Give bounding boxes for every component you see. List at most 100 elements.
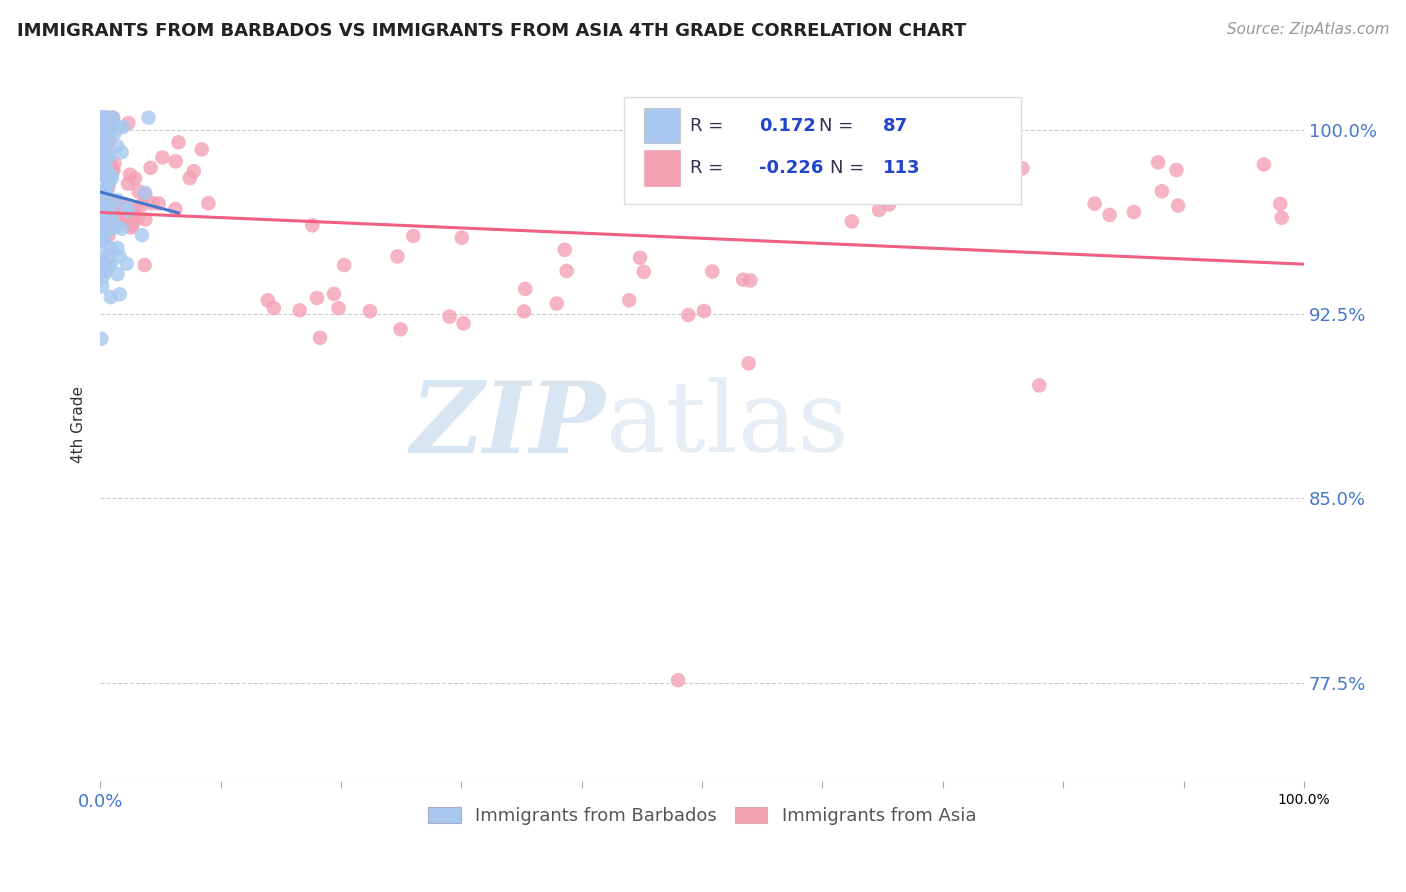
- Point: [693, 304, 716, 318]
- Point: [94, 146, 117, 161]
- Point: [1122, 205, 1144, 219]
- Point: [1084, 196, 1107, 211]
- Point: [97, 228, 120, 243]
- Point: [94, 265, 117, 279]
- Text: ZIP: ZIP: [411, 376, 606, 473]
- Point: [1166, 163, 1188, 178]
- Point: [90, 186, 112, 201]
- Point: [90, 218, 112, 232]
- Point: [515, 282, 537, 296]
- Point: [93, 220, 115, 235]
- Point: [387, 249, 409, 263]
- Point: [138, 111, 160, 125]
- Point: [912, 183, 935, 197]
- Point: [91, 111, 114, 125]
- Point: [120, 220, 142, 235]
- Point: [90, 193, 112, 207]
- Point: [91, 111, 114, 125]
- Point: [737, 356, 759, 370]
- Point: [100, 169, 122, 183]
- Point: [328, 301, 350, 315]
- Point: [100, 203, 122, 218]
- Point: [1253, 157, 1275, 171]
- Point: [94, 158, 117, 172]
- Point: [90, 216, 112, 230]
- Text: 87: 87: [883, 117, 908, 135]
- Point: [93, 234, 115, 248]
- Point: [131, 228, 153, 243]
- Point: [96, 181, 118, 195]
- Bar: [644, 108, 681, 144]
- Point: [90, 165, 112, 179]
- Point: [93, 111, 115, 125]
- Text: R =: R =: [690, 160, 730, 178]
- Point: [90, 255, 112, 269]
- Point: [97, 111, 120, 125]
- Point: [93, 256, 115, 270]
- Point: [107, 212, 129, 227]
- Point: [112, 120, 135, 135]
- Point: [359, 304, 381, 318]
- Point: [103, 156, 125, 170]
- Point: [98, 211, 121, 226]
- Point: [94, 111, 117, 125]
- Point: [124, 203, 146, 218]
- Point: [554, 243, 576, 257]
- Point: [91, 279, 114, 293]
- Point: [98, 223, 121, 237]
- Point: [105, 241, 128, 255]
- Point: [100, 200, 122, 214]
- Point: [1271, 211, 1294, 225]
- Point: [111, 222, 134, 236]
- Point: [148, 196, 170, 211]
- Point: [115, 257, 138, 271]
- Point: [97, 167, 120, 181]
- Point: [309, 331, 332, 345]
- Point: [1147, 155, 1170, 169]
- Point: [263, 301, 285, 315]
- Point: [98, 207, 121, 221]
- Point: [121, 219, 143, 233]
- Point: [152, 150, 174, 164]
- Point: [91, 168, 114, 182]
- Point: [702, 264, 724, 278]
- Point: [97, 180, 120, 194]
- Point: [107, 120, 129, 135]
- Text: 0.172: 0.172: [759, 117, 815, 135]
- Point: [740, 273, 762, 287]
- Point: [118, 168, 141, 182]
- Point: [100, 258, 122, 272]
- Point: [96, 203, 118, 218]
- Point: [197, 196, 219, 211]
- Point: [904, 190, 927, 204]
- Point: [1270, 197, 1292, 211]
- Point: [389, 322, 412, 336]
- Point: [134, 258, 156, 272]
- Point: [402, 229, 425, 244]
- Point: [1167, 198, 1189, 212]
- Point: [93, 156, 115, 170]
- Point: [93, 118, 115, 132]
- Point: [93, 184, 115, 198]
- Point: [97, 219, 120, 233]
- Point: [97, 177, 120, 191]
- Point: [114, 208, 136, 222]
- Point: [90, 111, 112, 125]
- Legend: Immigrants from Barbados, Immigrants from Asia: Immigrants from Barbados, Immigrants fro…: [427, 807, 976, 825]
- Point: [513, 304, 536, 318]
- Point: [117, 202, 139, 216]
- Point: [97, 260, 120, 274]
- Point: [91, 111, 114, 125]
- Point: [98, 126, 121, 140]
- Point: [112, 197, 135, 211]
- Point: [141, 196, 163, 211]
- Point: [97, 171, 120, 186]
- Point: [165, 202, 187, 216]
- Text: N =: N =: [818, 117, 859, 135]
- Point: [128, 185, 150, 199]
- Point: [633, 265, 655, 279]
- Point: [98, 169, 121, 184]
- Point: [93, 169, 115, 183]
- Point: [103, 163, 125, 178]
- Text: -0.226: -0.226: [759, 160, 823, 178]
